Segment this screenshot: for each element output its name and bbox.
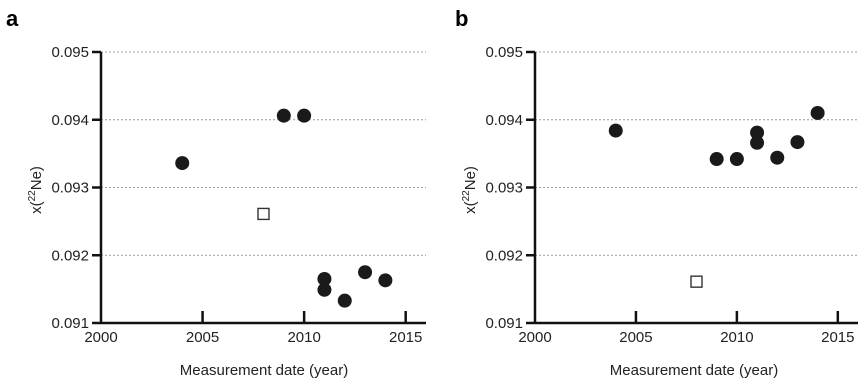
panel-a-data-point	[378, 273, 393, 288]
panel-b-y-axis-title: x(22Ne)	[461, 166, 479, 214]
panel-b-y-tick-label: 0.095	[485, 44, 523, 61]
panel-a-y-tick-label: 0.095	[51, 44, 89, 61]
panel-a-label: a	[6, 6, 19, 31]
panel-b-grid	[535, 51, 858, 256]
panel-a-data-point	[276, 108, 291, 123]
panel-a-x-tick-label: 2005	[186, 329, 219, 346]
panel-b-open-square-point	[690, 275, 703, 288]
panel-b-x-tick-label: 2010	[720, 329, 753, 346]
panel-a-y-title-sup: 22	[27, 190, 38, 202]
panel-a-y-title-suffix: Ne)	[28, 166, 45, 190]
panel-b-data-point	[770, 150, 785, 165]
panel-a: a 0.091 0.092 0.093 0.094 0.095 2000 2005 2010…	[6, 6, 426, 379]
panel-b-points	[608, 105, 825, 288]
panel-b-y-ticks: 0.091 0.092 0.093 0.094 0.095	[485, 44, 535, 332]
panel-a-data-point	[317, 282, 332, 297]
panel-b-data-point	[709, 152, 724, 167]
panel-a-points	[175, 108, 393, 308]
panel-b-data-point	[750, 125, 765, 140]
panel-a-y-axis-title: x(22Ne)	[27, 166, 45, 214]
panel-b-label: b	[455, 6, 468, 31]
panel-b-data-point	[750, 135, 765, 150]
panel-a-y-title-prefix: x(	[28, 201, 45, 214]
panel-a-data-point	[337, 293, 352, 308]
panel-a-x-tick-label: 2015	[389, 329, 422, 346]
panel-b-y-title-sup: 22	[461, 190, 472, 202]
panel-b-data-point	[810, 105, 825, 120]
panel-b: b 0.091 0.092 0.093 0.094 0.095 2000 2005 2010…	[455, 6, 858, 379]
panel-a-y-ticks: 0.091 0.092 0.093 0.094 0.095	[51, 44, 101, 332]
panel-a-data-point	[358, 265, 373, 280]
panel-a-grid	[101, 51, 426, 256]
panel-b-data-point	[608, 123, 623, 138]
panel-b-data-point	[729, 152, 744, 167]
panel-b-x-tick-label: 2000	[518, 329, 551, 346]
panel-b-x-tick-label: 2015	[821, 329, 854, 346]
panel-a-y-tick-label: 0.093	[51, 180, 89, 197]
panel-b-x-axis-title: Measurement date (year)	[610, 362, 778, 379]
panel-b-y-tick-label: 0.092	[485, 247, 523, 264]
panel-a-data-point	[175, 156, 190, 171]
panel-b-y-title-suffix: Ne)	[462, 166, 479, 190]
panel-a-data-point	[317, 271, 332, 286]
panel-a-y-tick-label: 0.092	[51, 247, 89, 264]
panel-b-y-tick-label: 0.093	[485, 180, 523, 197]
panel-b-y-title-prefix: x(	[462, 201, 479, 214]
panel-a-data-point	[297, 108, 312, 123]
panel-b-y-tick-label: 0.091	[485, 315, 523, 332]
panel-b-x-ticks: 2000 2005 2010 2015	[518, 311, 855, 346]
panel-a-open-square-point	[257, 207, 270, 221]
panel-a-y-tick-label: 0.094	[51, 112, 89, 129]
panel-b-y-tick-label: 0.094	[485, 112, 523, 129]
panel-a-y-tick-label: 0.091	[51, 315, 89, 332]
panel-b-x-tick-label: 2005	[619, 329, 652, 346]
panel-b-data-point	[790, 135, 805, 150]
panel-a-x-ticks: 2000 2005 2010 2015	[84, 311, 422, 346]
panel-a-x-tick-label: 2000	[84, 329, 117, 346]
panel-a-x-tick-label: 2010	[287, 329, 320, 346]
panel-a-x-axis-title: Measurement date (year)	[180, 362, 348, 379]
